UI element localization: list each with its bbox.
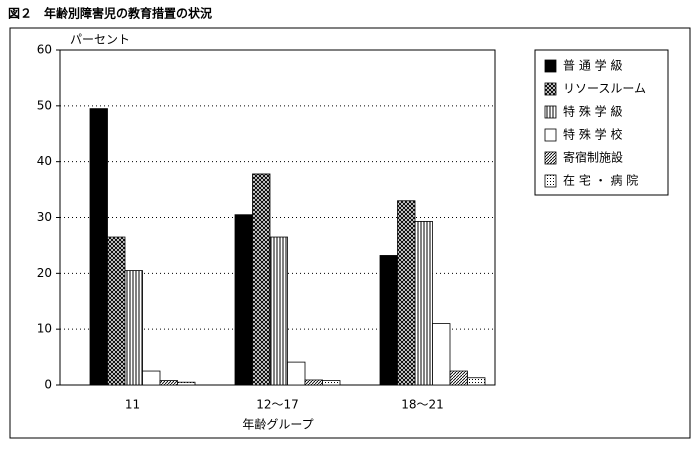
y-tick-label: 20	[37, 266, 52, 280]
bar	[304, 379, 323, 386]
y-tick-label: 60	[37, 43, 52, 57]
bar	[379, 255, 398, 386]
bar	[397, 200, 416, 386]
bar	[234, 214, 253, 386]
x-tick-label: 12～17	[256, 398, 299, 412]
legend-swatch	[544, 105, 557, 119]
legend-swatch	[544, 151, 557, 165]
legend-label: 在 宅 ・ 病 院	[563, 173, 638, 188]
x-tick-label: 18～21	[401, 398, 444, 412]
y-tick-label: 50	[37, 98, 52, 112]
y-tick-label: 10	[37, 322, 52, 336]
legend-label: 特 殊 学 級	[563, 104, 622, 119]
bar	[414, 221, 433, 386]
y-tick-label: 0	[44, 378, 52, 392]
bar	[287, 361, 306, 386]
y-tick-label: 30	[37, 210, 52, 224]
bar	[252, 173, 271, 386]
legend-swatch	[544, 82, 557, 96]
x-axis-label: 年齢グループ	[242, 417, 313, 432]
legend-label: 特 殊 学 校	[563, 127, 622, 142]
bar	[432, 323, 451, 386]
legend-label: 普 通 学 級	[563, 58, 622, 73]
legend-swatch	[544, 174, 557, 188]
outer-frame	[9, 27, 691, 439]
legend-label: リソースルーム	[563, 82, 646, 96]
legend-swatch	[544, 128, 557, 142]
bar	[449, 370, 468, 386]
bar	[124, 270, 143, 386]
y-axis-label: パーセント	[70, 33, 130, 47]
bar	[322, 380, 341, 386]
bar	[89, 108, 108, 386]
legend-label: 寄宿制施設	[563, 150, 623, 165]
x-tick-label: 11	[125, 398, 140, 412]
legend	[534, 49, 669, 196]
bar	[159, 380, 178, 386]
chart-title: 図２ 年齢別障害児の教育措置の状況	[8, 6, 212, 21]
bar	[142, 370, 161, 386]
bar	[177, 381, 196, 386]
legend-swatch	[544, 59, 557, 73]
bar	[269, 236, 288, 386]
bar	[107, 236, 126, 386]
y-tick-label: 40	[37, 154, 52, 168]
bar	[467, 377, 486, 386]
